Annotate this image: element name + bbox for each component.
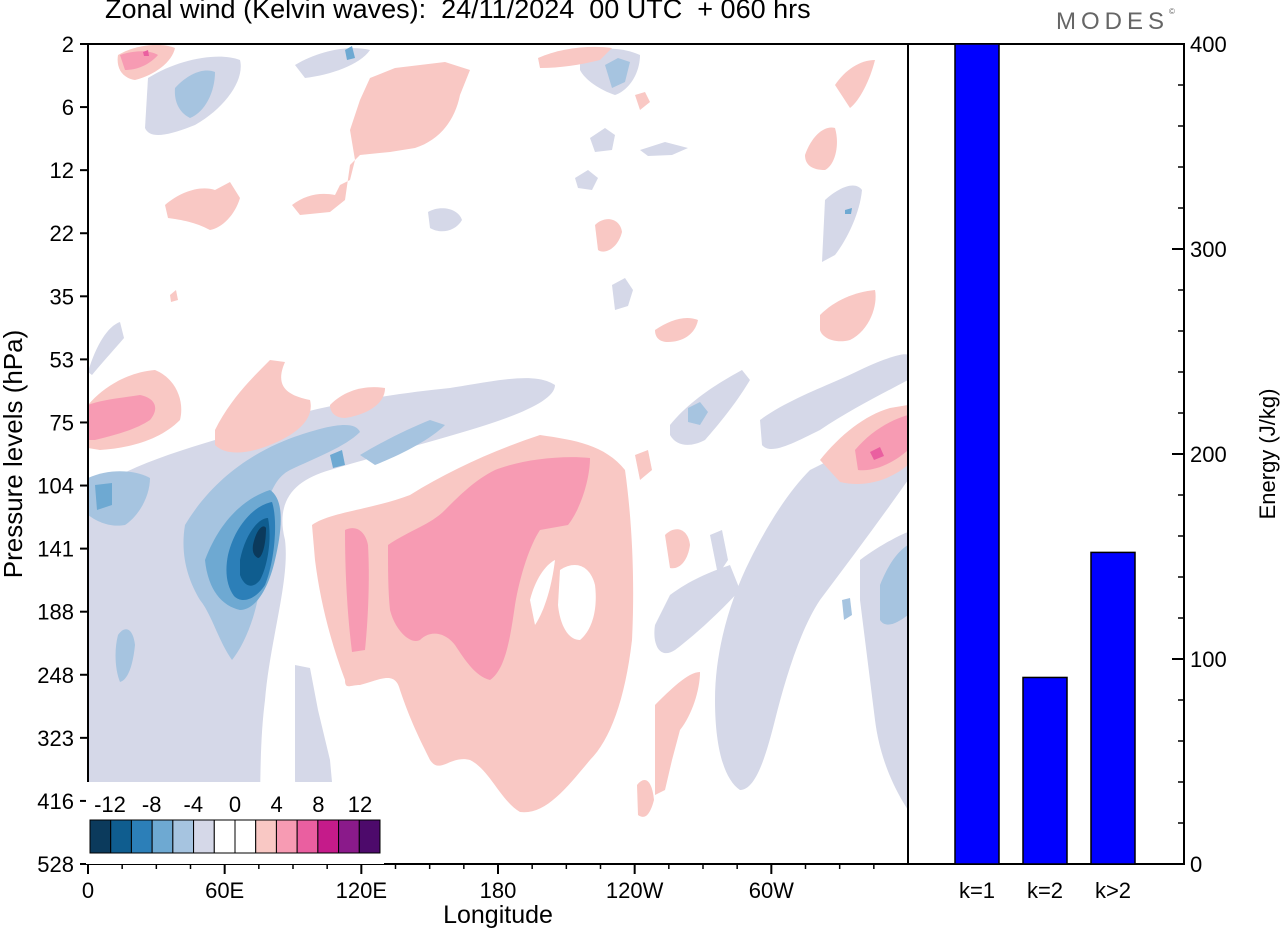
bar-category-label: k=1 [959,878,995,903]
colorbar-label: 0 [229,792,241,817]
bar-category-label: k=2 [1027,878,1063,903]
x-tick-label: 120E [336,878,387,903]
positive-strong-regions [143,50,884,460]
colorbar-swatch [338,819,360,854]
x-axis-label: Longitude [443,901,553,929]
negative-specks [345,46,852,214]
y-tick-label: 6 [62,95,74,120]
x-tick-label: 60E [205,878,244,903]
energy-tick-label: 300 [1190,237,1227,262]
y-axis-label: Pressure levels (hPa) [0,330,28,579]
colorbar-label: -8 [142,792,162,817]
colorbar-swatch [89,819,112,854]
energy-axis-label: Energy (J/kg) [1255,389,1280,520]
chart-title: Zonal wind (Kelvin waves): 24/11/2024 00… [105,0,811,24]
y-tick-label: 416 [37,789,74,814]
colorbar-label: 8 [312,792,324,817]
colorbar-swatch [358,819,381,854]
colorbar-swatch [213,819,236,854]
y-tick-label: 528 [37,852,74,877]
bar-category-label: k>2 [1095,878,1131,903]
colorbar-swatch [193,819,215,854]
y-tick-label: 141 [37,537,74,562]
energy-bar [1090,551,1136,865]
energy-bar [954,43,1000,865]
y-tick-label: 53 [50,347,74,372]
positive-regions [88,51,908,680]
colorbar-swatch [130,819,153,854]
y-tick-label: 2 [62,32,74,57]
colorbar: -12 -8 -4 0 4 8 12 [86,782,384,864]
zero-holes [530,560,596,640]
energy-tick-label: 0 [1190,852,1202,877]
colorbar-label: -4 [184,792,204,817]
colorbar-swatch [317,819,340,854]
x-tick-label: 0 [82,878,94,903]
colorbar-swatch [172,819,195,854]
energy-axis: 0 100 200 300 400 [1172,32,1227,877]
colorbar-label: 12 [348,792,372,817]
y-tick-label: 104 [37,474,74,499]
colorbar-swatch [296,819,319,854]
energy-tick-label: 100 [1190,647,1227,672]
colorbar-swatch [234,819,257,854]
y-tick-label: 323 [37,726,74,751]
colorbar-swatch [110,819,132,854]
colorbar-swatch [151,819,174,854]
energy-bar [1022,676,1068,865]
colorbar-label: -12 [94,792,126,817]
y-tick-label: 75 [50,410,74,435]
x-tick-label: 60W [749,878,794,903]
colorbar-label: 4 [271,792,283,817]
energy-bars: k=1 k=2 k>2 [954,43,1136,903]
negative-max-regions [252,526,266,558]
y-tick-label: 248 [37,663,74,688]
energy-tick-label: 200 [1190,442,1227,467]
energy-tick-label: 400 [1190,32,1227,57]
y-tick-label: 22 [50,221,74,246]
x-tick-label: 120W [606,878,664,903]
y-tick-label: 35 [50,284,74,309]
y-tick-label: 12 [50,158,74,183]
longitude-axis: 0 60E 120E 180 120W 60W [82,864,875,903]
colorbar-swatch [275,819,298,854]
wind-field [88,44,908,864]
colorbar-swatch [255,819,277,854]
logo-text: MODES [1056,8,1170,35]
pressure-axis: 2 6 12 22 35 53 75 104 141 188 248 323 416 528 [37,32,88,877]
modes-logo: MODES© [1056,7,1175,35]
x-tick-label: 180 [480,878,517,903]
y-tick-label: 188 [37,600,74,625]
